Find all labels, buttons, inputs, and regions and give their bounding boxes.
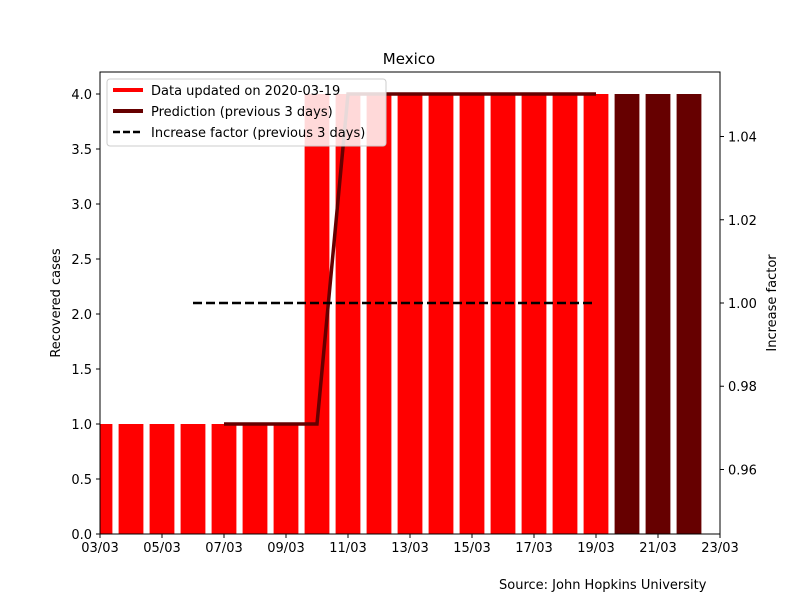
- y-axis-left: 0.0 0.5 1.0 1.5 2.0 2.5 3.0 3.5 4.0: [71, 88, 100, 543]
- x-axis: 03/03 05/03 07/03 09/03 11/03 13/03 15/03 17/03…: [81, 534, 739, 556]
- legend: Data updated on 2020-03-19 Prediction (pr…: [106, 78, 387, 147]
- legend-label: Prediction (previous 3 days): [151, 105, 333, 120]
- x-tick-label: 07/03: [205, 541, 242, 556]
- data-bar-19-03: [583, 94, 609, 534]
- y-right-tick-label: 0.98: [728, 380, 757, 395]
- prediction-bar-20-03: [614, 94, 640, 534]
- prediction-line: [224, 92, 596, 426]
- y-tick-label: 0.5: [71, 473, 92, 488]
- x-tick-label: 15/03: [453, 541, 490, 556]
- data-bar-11-03: [335, 94, 361, 534]
- x-tick-label: 23/03: [701, 541, 738, 556]
- data-bar-04-03: [118, 424, 144, 534]
- data-bar-06-03: [180, 424, 206, 534]
- prediction-bar-21-03: [645, 94, 671, 534]
- chart-title: Mexico: [383, 50, 435, 68]
- y-tick-label: 3.5: [71, 143, 92, 158]
- data-bar-18-03: [552, 94, 578, 534]
- y-tick-label: 1.5: [71, 363, 92, 378]
- bars-layer: [100, 94, 702, 534]
- y-axis-right-label: Increase factor: [765, 254, 780, 352]
- data-bar-15-03: [459, 94, 485, 534]
- legend-box: [106, 78, 387, 147]
- data-bar-17-03: [521, 94, 547, 534]
- data-bar-07-03: [211, 424, 237, 534]
- data-bar-09-03: [273, 424, 299, 534]
- data-bar-03-03: [100, 424, 113, 534]
- data-bar-14-03: [428, 94, 454, 534]
- x-tick-label: 17/03: [515, 541, 552, 556]
- prediction-bar-22-03: [676, 94, 702, 534]
- x-tick-label: 05/03: [143, 541, 180, 556]
- y-axis-right: 0.96 0.98 1.00 1.02 1.04: [720, 131, 757, 478]
- y-tick-label: 2.0: [71, 308, 92, 323]
- x-tick-label: 03/03: [81, 541, 118, 556]
- y-right-tick-label: 1.04: [728, 131, 757, 146]
- y-tick-label: 3.0: [71, 198, 92, 213]
- y-right-tick-label: 0.96: [728, 463, 757, 478]
- source-note: Source: John Hopkins University: [499, 578, 707, 593]
- lines-layer: [193, 92, 596, 426]
- x-tick-label: 13/03: [391, 541, 428, 556]
- x-tick-label: 09/03: [267, 541, 304, 556]
- y-right-tick-label: 1.02: [728, 214, 757, 229]
- y-tick-label: 2.5: [71, 253, 92, 268]
- y-tick-label: 0.0: [71, 528, 92, 543]
- data-bar-12-03: [366, 94, 392, 534]
- legend-label: Increase factor (previous 3 days): [151, 126, 365, 141]
- x-tick-label: 19/03: [577, 541, 614, 556]
- data-bar-13-03: [397, 94, 423, 534]
- data-bar-10-03: [304, 94, 330, 534]
- y-tick-label: 4.0: [71, 88, 92, 103]
- y-right-tick-label: 1.00: [728, 297, 757, 312]
- legend-label: Data updated on 2020-03-19: [151, 84, 340, 99]
- y-tick-label: 1.0: [71, 418, 92, 433]
- x-tick-label: 11/03: [329, 541, 366, 556]
- data-bar-16-03: [490, 94, 516, 534]
- y-axis-label: Recovered cases: [49, 248, 64, 358]
- data-bar-05-03: [149, 424, 175, 534]
- data-bar-08-03: [242, 424, 268, 534]
- x-tick-label: 21/03: [639, 541, 676, 556]
